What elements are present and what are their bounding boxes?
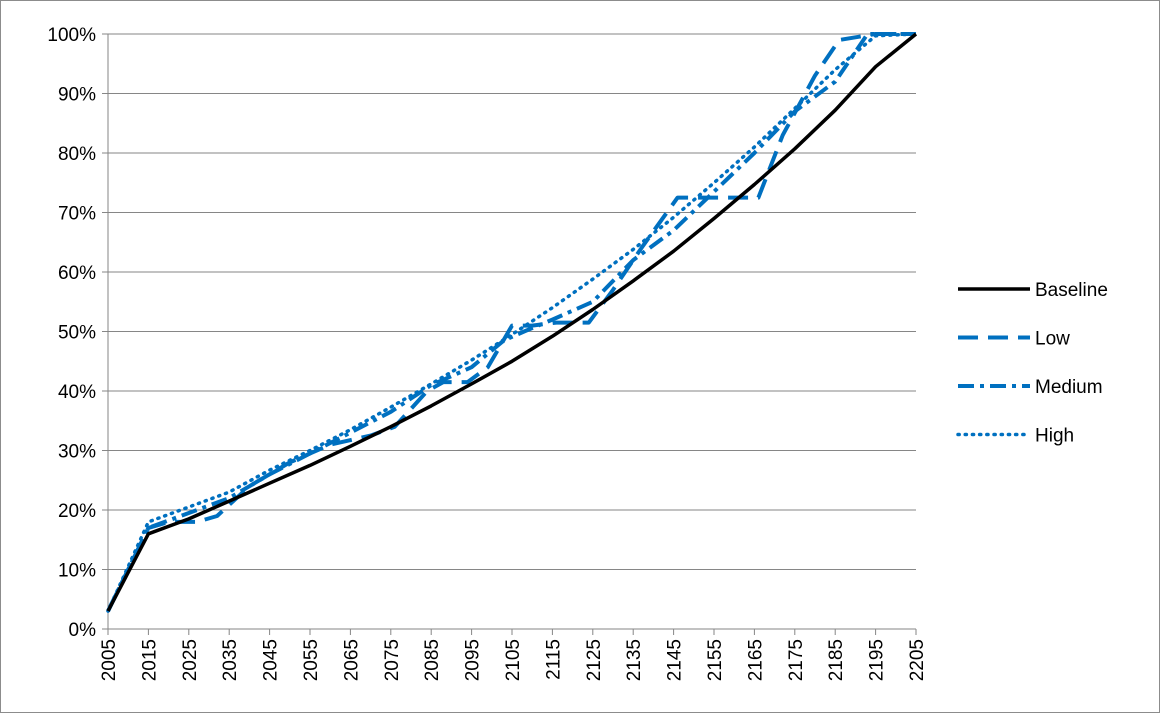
x-tick-label: 2195 xyxy=(867,639,888,681)
y-tick-label: 80% xyxy=(58,144,96,165)
x-tick-label: 2055 xyxy=(301,639,322,681)
y-tick-label: 10% xyxy=(58,561,96,582)
x-tick-label: 2105 xyxy=(503,639,524,681)
x-tick-label: 2205 xyxy=(907,639,928,681)
series-line-high xyxy=(106,32,918,613)
y-tick-labels: 0% 10% 20% 30% 40% 50% 60% 70% 80% 90% 100% xyxy=(47,25,96,641)
y-tick-label: 100% xyxy=(47,25,96,46)
y-tick-label: 60% xyxy=(58,263,96,284)
x-tick-label: 2115 xyxy=(543,639,564,680)
y-tick-label: 90% xyxy=(58,85,96,106)
y-tick-label: 30% xyxy=(58,442,96,463)
x-tick-label: 2185 xyxy=(826,639,847,681)
axes xyxy=(102,33,917,635)
x-tick-labels: 2005 2015 2025 2035 2045 2055 2065 2075 2085 2095… xyxy=(99,639,928,681)
legend-label-high: High xyxy=(1035,426,1074,447)
y-tick-label: 50% xyxy=(58,323,96,344)
x-tick-label: 2165 xyxy=(745,639,766,681)
x-tick-label: 2135 xyxy=(624,639,645,681)
gridlines xyxy=(108,33,916,570)
x-tick-label: 2075 xyxy=(382,639,403,681)
y-tick-label: 20% xyxy=(58,501,96,522)
legend: Baseline Low Medium High xyxy=(956,280,1108,447)
legend-label-low: Low xyxy=(1035,329,1070,350)
legend-label-medium: Medium xyxy=(1035,377,1103,398)
x-tick-label: 2175 xyxy=(786,639,807,681)
y-tick-label: 0% xyxy=(69,620,97,641)
x-tick-label: 2045 xyxy=(261,639,282,681)
legend-label-baseline: Baseline xyxy=(1035,280,1108,301)
series-lines xyxy=(106,32,918,613)
x-tick-label: 2005 xyxy=(99,639,120,681)
x-tick-label: 2025 xyxy=(180,639,201,681)
x-tick-label: 2155 xyxy=(705,639,726,681)
x-tick-label: 2015 xyxy=(139,639,160,681)
series-line-baseline xyxy=(106,32,918,612)
series-line-medium xyxy=(106,32,916,612)
x-tick-label: 2145 xyxy=(665,639,686,681)
x-tick-label: 2125 xyxy=(584,639,605,681)
x-tick-label: 2065 xyxy=(341,639,362,681)
y-tick-label: 40% xyxy=(58,382,96,403)
series-line-low xyxy=(106,32,916,612)
y-tick-label: 70% xyxy=(58,204,96,225)
x-tick-label: 2035 xyxy=(220,639,241,681)
x-tick-label: 2085 xyxy=(422,639,443,681)
x-tick-label: 2095 xyxy=(463,639,484,681)
